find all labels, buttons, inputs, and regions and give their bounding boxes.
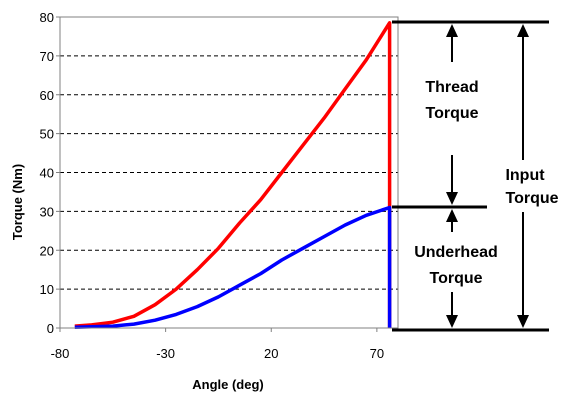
y-tick-label: 50 [40,127,54,142]
y-tick-label: 20 [40,243,54,258]
thread-label-line2: Torque [425,105,478,122]
series-line-2 [74,205,392,329]
underhead-arrow-up-head [446,209,458,222]
input-arrow-up-head [517,24,529,37]
y-tick-label: 70 [40,49,54,64]
y-tick-label: 30 [40,204,54,219]
underhead-arrow-down-head [446,315,458,328]
underhead-label-line1: Underhead [414,244,498,261]
y-tick-labels: 0 10 20 30 40 50 60 70 80 [40,10,60,336]
underhead-label-line2: Torque [429,270,482,287]
series-line-1 [74,21,392,328]
gridlines [60,55,398,290]
torque-annotations: Thread Torque Underhead Torque Input Tor… [392,20,559,332]
thread-label-line1: Thread [425,79,478,96]
input-label-line1: Input [505,167,545,184]
x-tick-label: -80 [51,346,70,361]
x-tick-label: 20 [264,346,278,361]
y-tick-label: 80 [40,10,54,25]
y-tick-label: 60 [40,88,54,103]
y-axis-title: Torque (Nm) [10,164,25,240]
x-tick-label: -30 [156,346,175,361]
x-axis-title: Angle (deg) [192,377,264,392]
thread-arrow-up-head [446,24,458,37]
thread-arrow-down-head [446,192,458,205]
y-tick-label: 40 [40,166,54,181]
input-label-line2: Torque [505,190,558,207]
series-lines [74,21,392,329]
x-tick-label: 70 [370,346,384,361]
y-tick-label: 0 [47,321,54,336]
y-tick-label: 10 [40,282,54,297]
input-arrow-down-head [517,315,529,328]
x-tick-labels: -80 -30 20 70 [51,328,384,361]
